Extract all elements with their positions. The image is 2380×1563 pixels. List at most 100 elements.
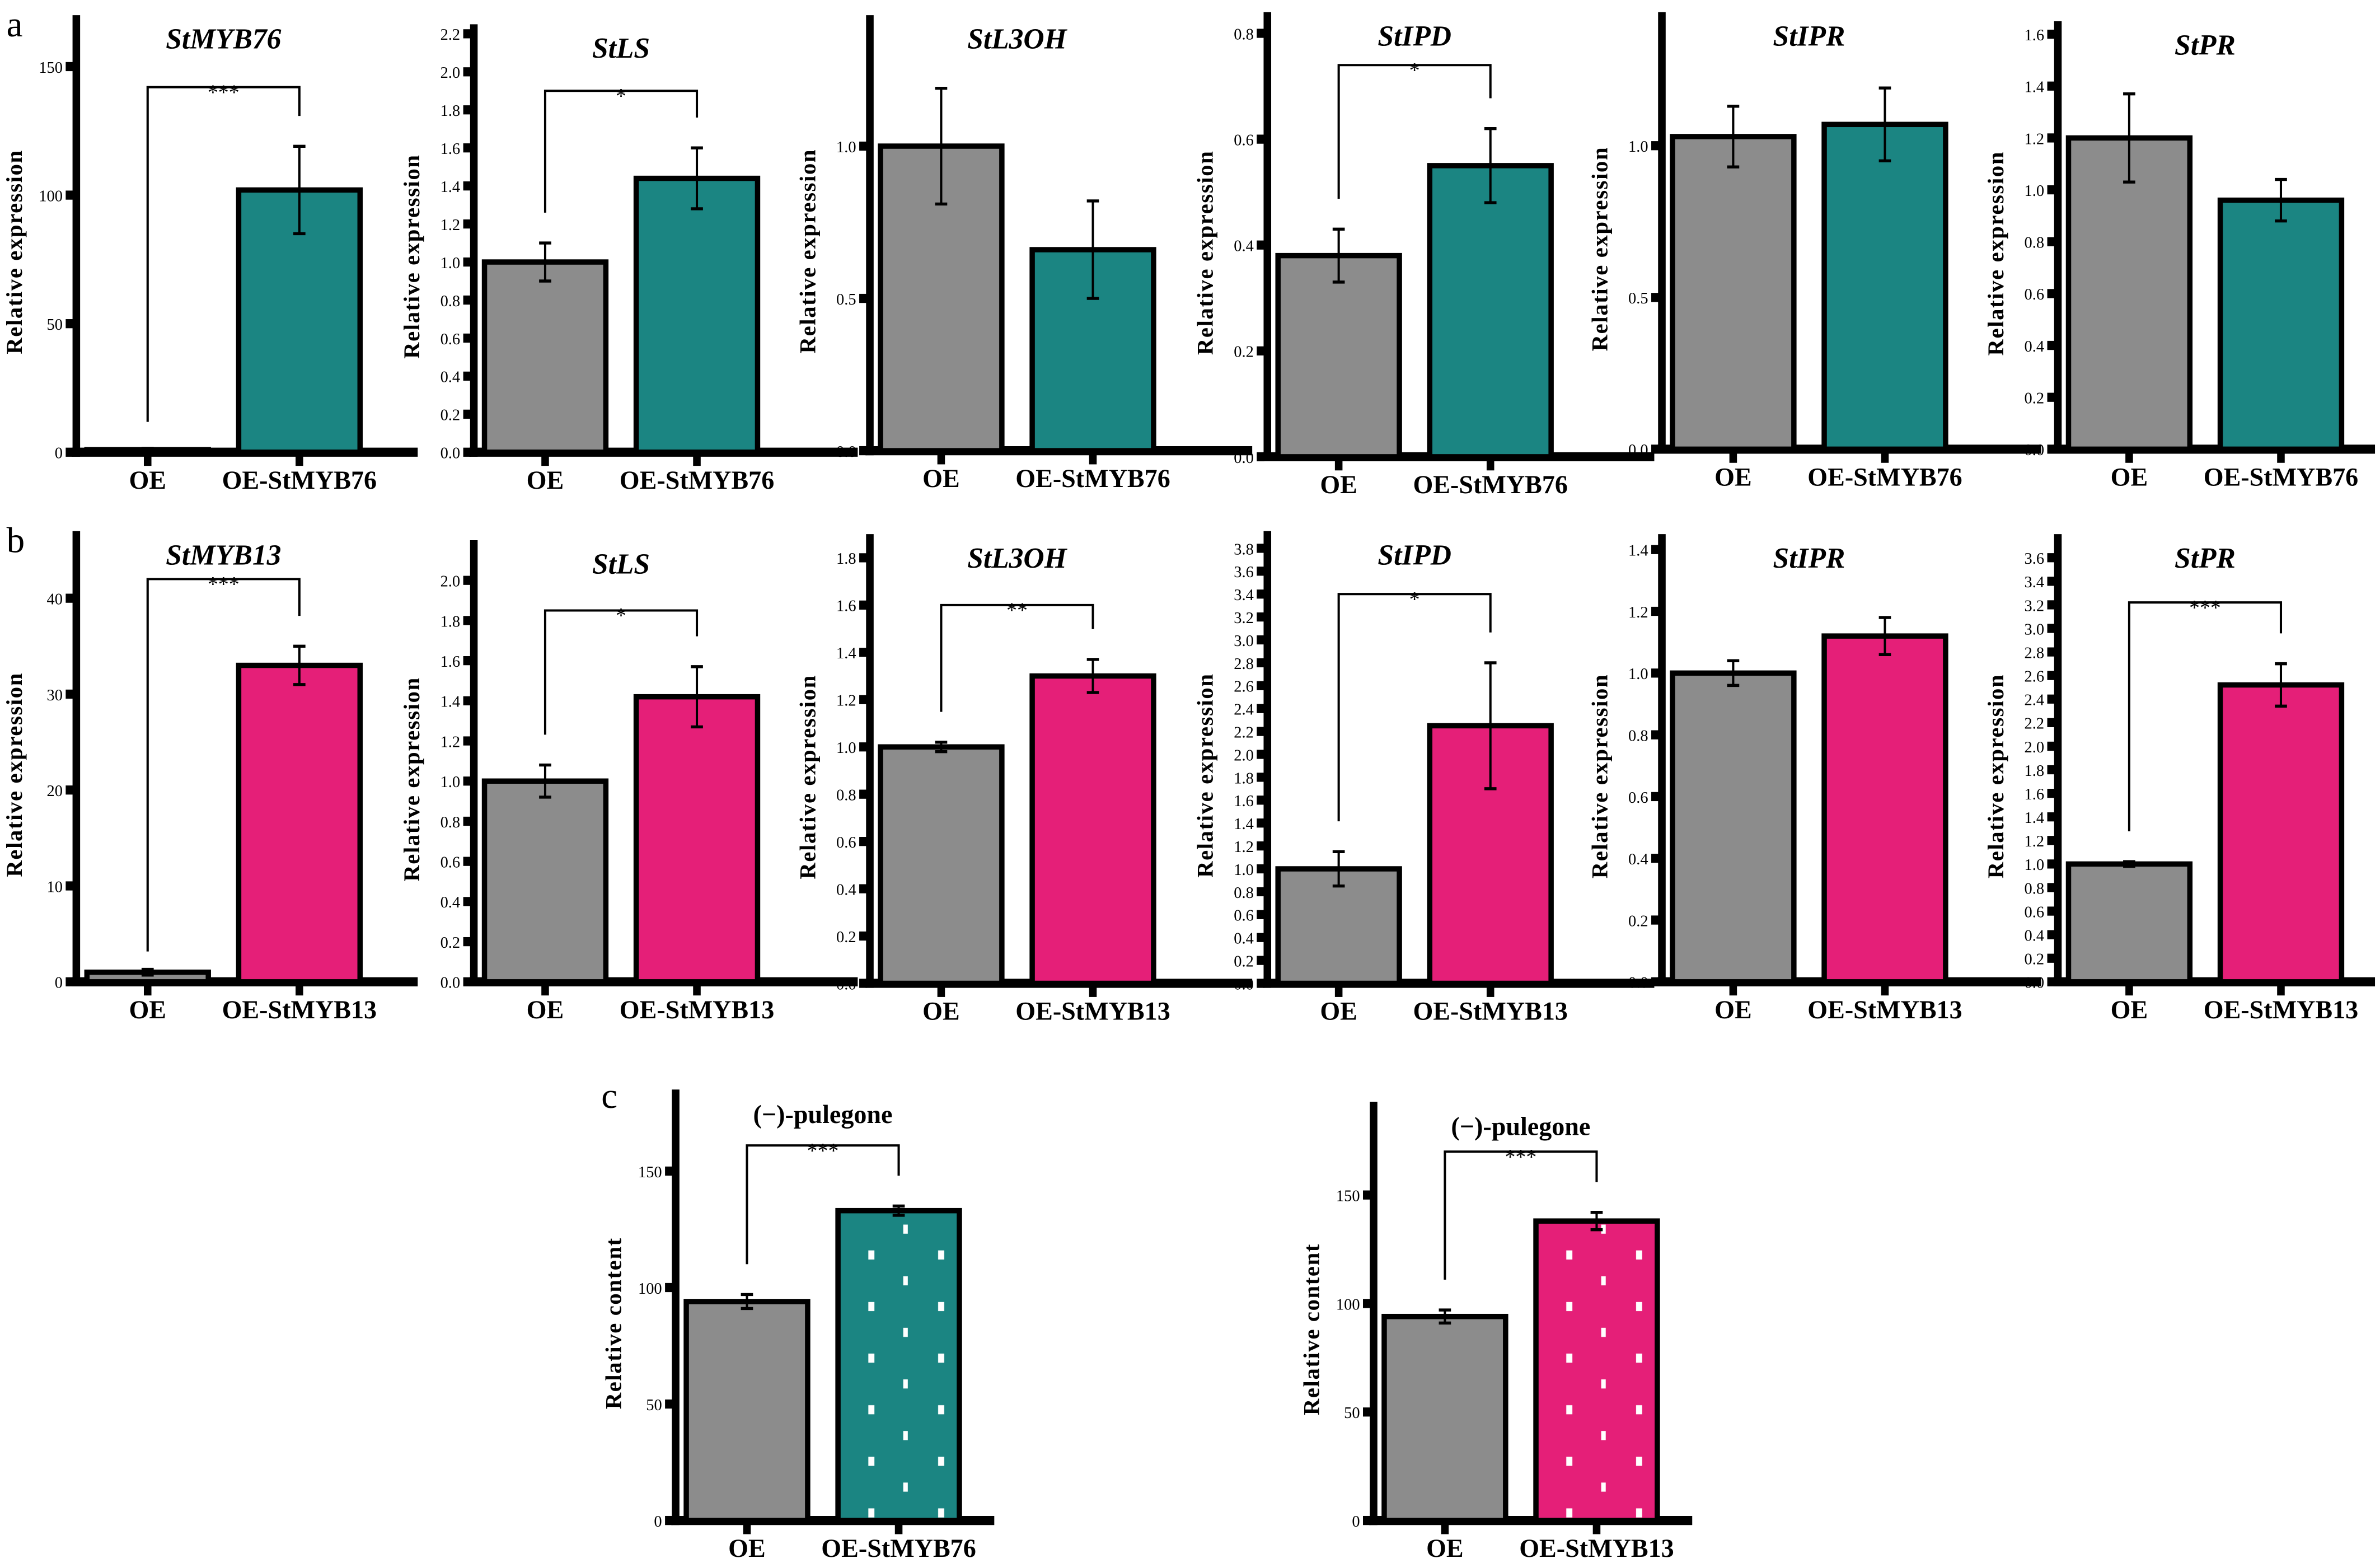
y-axis-label: Relative expression	[399, 154, 424, 359]
x-tick	[693, 985, 701, 996]
y-tick-label: 3.6	[2025, 550, 2045, 568]
y-axis-label: Relative expression	[1193, 673, 1218, 878]
x-tick	[2125, 985, 2133, 996]
y-tick-label: 2.0	[2025, 739, 2045, 756]
y-tick	[463, 67, 471, 77]
chart-c-(−)-pulegone: 0 50 100 150 Relative content (−)-pulegone OE O…	[601, 1089, 995, 1562]
y-tick-label: 1.4	[836, 645, 856, 662]
y-tick-label: 0.0	[836, 976, 856, 993]
y-tick	[463, 219, 471, 229]
x-tick	[2277, 452, 2285, 463]
bar-OE-StMYB76	[1821, 121, 1948, 452]
y-tick-label: 0.8	[1234, 26, 1254, 43]
y-tick-label: 0.2	[1234, 953, 1254, 970]
y-tick	[1257, 773, 1264, 782]
x-tick-label: OE-StMYB76	[1413, 470, 1567, 499]
x-tick-label: OE-StMYB13	[620, 995, 774, 1024]
x-tick	[1486, 460, 1494, 471]
y-tick	[463, 447, 471, 457]
y-tick	[1257, 727, 1264, 736]
y-tick	[2047, 340, 2055, 350]
y-tick	[2047, 289, 2055, 298]
y-tick	[2047, 741, 2055, 751]
y-tick-label: 2.8	[1234, 656, 1254, 673]
chart-title: StMYB13	[166, 539, 281, 571]
x-tick-label: OE	[527, 995, 564, 1024]
y-tick	[2047, 859, 2055, 869]
chart-a-StMYB76: 0 50 100 150 Relative expression StMYB76 OE OE-…	[2, 15, 418, 494]
significance-bracket	[544, 90, 699, 213]
y-tick	[1257, 29, 1264, 38]
y-tick	[1257, 841, 1264, 851]
y-tick-label: 1.0	[2025, 182, 2045, 200]
y-tick-label: 1.6	[2025, 786, 2045, 803]
y-tick-label: 0.4	[2025, 338, 2045, 355]
chart-title: StL3OH	[967, 24, 1067, 55]
y-tick-label: 0.4	[1234, 930, 1254, 948]
y-tick-label: 1.8	[1234, 770, 1254, 787]
y-tick-label: 0.8	[836, 787, 856, 804]
y-tick-label: 150	[638, 1164, 662, 1181]
x-tick	[2277, 985, 2285, 996]
y-tick-label: 0.0	[2025, 975, 2045, 992]
y-tick	[463, 816, 471, 826]
x-tick-label: OE	[922, 464, 960, 493]
y-tick	[463, 105, 471, 115]
y-tick-label: 2.8	[2025, 644, 2045, 662]
significance-label: ***	[208, 81, 240, 104]
y-axis-label: Relative expression	[1587, 147, 1612, 352]
y-tick-label: 150	[1336, 1187, 1360, 1205]
significance-bracket	[146, 578, 301, 952]
y-tick	[1257, 134, 1264, 144]
y-tick	[1651, 141, 1659, 151]
x-tick-label: OE-StMYB76	[222, 466, 377, 494]
x-tick	[1592, 1523, 1601, 1534]
chart-b-StL3OH: 0.0 0.2 0.4 0.6 0.8 1.0 1.2 1.4 1.6 1.8 Relative e…	[795, 534, 1253, 1026]
x-tick	[143, 985, 152, 996]
y-tick-label: 0.0	[2025, 442, 2045, 459]
y-tick-label: 1.2	[836, 692, 856, 710]
y-tick	[463, 181, 471, 191]
y-tick-label: 0.8	[2025, 235, 2045, 252]
bar-OE	[878, 744, 1005, 986]
x-tick	[1334, 460, 1343, 471]
x-tick	[1334, 986, 1343, 997]
y-axis-label: Relative expression	[795, 675, 820, 879]
bar-OE	[2065, 861, 2193, 985]
x-tick-label: OE-StMYB76	[1015, 464, 1170, 493]
y-tick	[859, 446, 867, 456]
significance-label: *	[616, 604, 626, 628]
bar-OE-StMYB13	[1821, 633, 1948, 985]
chart-title: (−)-pulegone	[753, 1100, 893, 1129]
y-tick-label: 1.0	[1628, 666, 1648, 683]
y-tick	[2047, 444, 2055, 454]
y-tick-label: 50	[1344, 1405, 1360, 1422]
y-tick	[1257, 750, 1264, 759]
y-tick-label: 2.2	[441, 26, 461, 44]
y-tick-label: 50	[646, 1397, 662, 1414]
y-tick-label: 0.8	[1234, 885, 1254, 902]
y-tick-label: 0.5	[836, 291, 856, 308]
y-tick-label: 0.5	[1628, 290, 1648, 307]
y-tick-label: 0.6	[1234, 132, 1254, 149]
bar-OE-StMYB76	[835, 1208, 962, 1523]
x-tick-label: OE	[1714, 462, 1752, 491]
y-tick	[2047, 647, 2055, 657]
y-tick-label: 0.8	[2025, 880, 2045, 897]
y-tick	[1257, 933, 1264, 942]
y-axis-label: Relative expression	[1983, 674, 2008, 879]
y-tick	[2047, 237, 2055, 246]
y-axis-label: Relative content	[601, 1237, 626, 1409]
significance-bracket	[2128, 601, 2283, 831]
y-tick	[2047, 29, 2055, 39]
y-tick	[1651, 792, 1659, 802]
y-tick	[2047, 671, 2055, 680]
panel-label-b: b	[7, 521, 25, 561]
y-tick-label: 1.4	[441, 694, 461, 711]
x-tick-label: OE-StMYB76	[620, 466, 774, 494]
y-tick	[2047, 906, 2055, 916]
y-tick-label: 2.2	[2025, 715, 2045, 733]
x-tick-label: OE	[922, 997, 960, 1026]
y-tick-label: 1.8	[441, 613, 461, 630]
